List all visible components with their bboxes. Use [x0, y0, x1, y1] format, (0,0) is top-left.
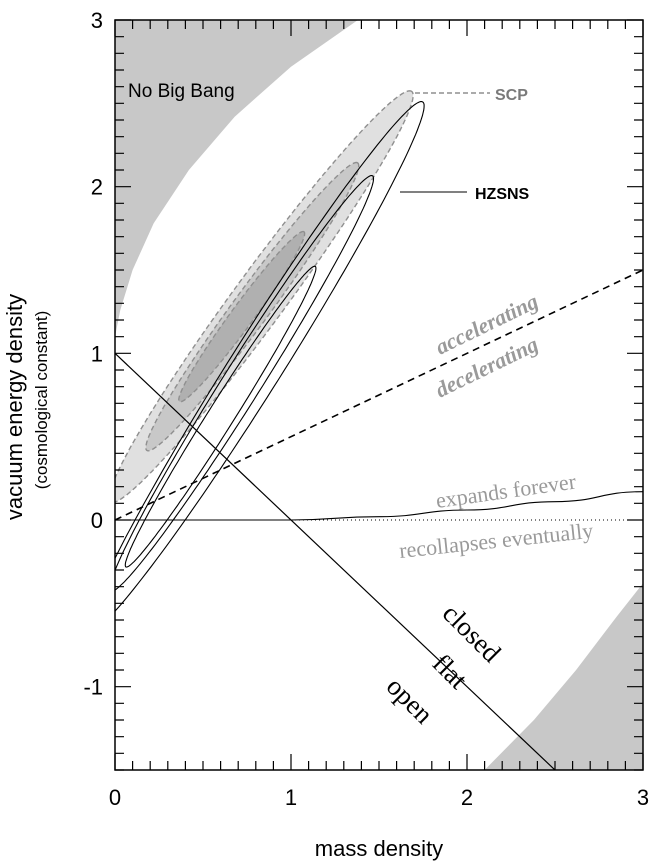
no-big-bang-region — [115, 20, 358, 337]
y-axis-subtitle: (cosmological constant) — [32, 311, 51, 490]
hzsns-contour-middle — [115, 175, 375, 591]
y-tick-label: 2 — [91, 175, 103, 200]
recollapses-eventually-label: recollapses eventually — [398, 518, 594, 563]
no-big-bang-label: No Big Bang — [128, 81, 235, 102]
x-tick-label: 0 — [109, 785, 121, 810]
open-label: open — [381, 671, 440, 730]
x-tick-label: 1 — [285, 785, 297, 810]
scp-label: SCP — [495, 87, 528, 104]
hzsns-label: HZSNS — [475, 186, 530, 203]
y-tick-label: 3 — [91, 8, 103, 33]
y-tick-label: -1 — [83, 675, 103, 700]
acceleration-boundary-line — [115, 269, 643, 521]
x-axis-title: mass density — [315, 836, 443, 861]
scp-contours — [115, 90, 414, 503]
x-tick-label: 2 — [461, 785, 473, 810]
y-axis-title: vacuum energy density — [2, 294, 27, 520]
flat-universe-line — [115, 352, 556, 770]
y-tick-label: 1 — [91, 341, 103, 366]
hzsns-contour-outer — [115, 101, 425, 612]
x-tick-label: 3 — [637, 785, 649, 810]
y-tick-label: 0 — [91, 508, 103, 533]
hzsns-contour-inner — [124, 265, 317, 568]
scp-contour-inner — [178, 230, 306, 403]
boundary-lines — [115, 269, 643, 770]
recollapse-boundary-curve — [115, 491, 643, 521]
tick-labels: 0 1 2 3 -1 0 1 2 3 — [83, 8, 649, 810]
hzsns-contours — [115, 101, 425, 612]
bottom-right-excluded-region — [484, 583, 643, 770]
axis-ticks — [114, 19, 644, 771]
tick-marks — [114, 19, 644, 771]
excluded-regions — [115, 20, 643, 770]
